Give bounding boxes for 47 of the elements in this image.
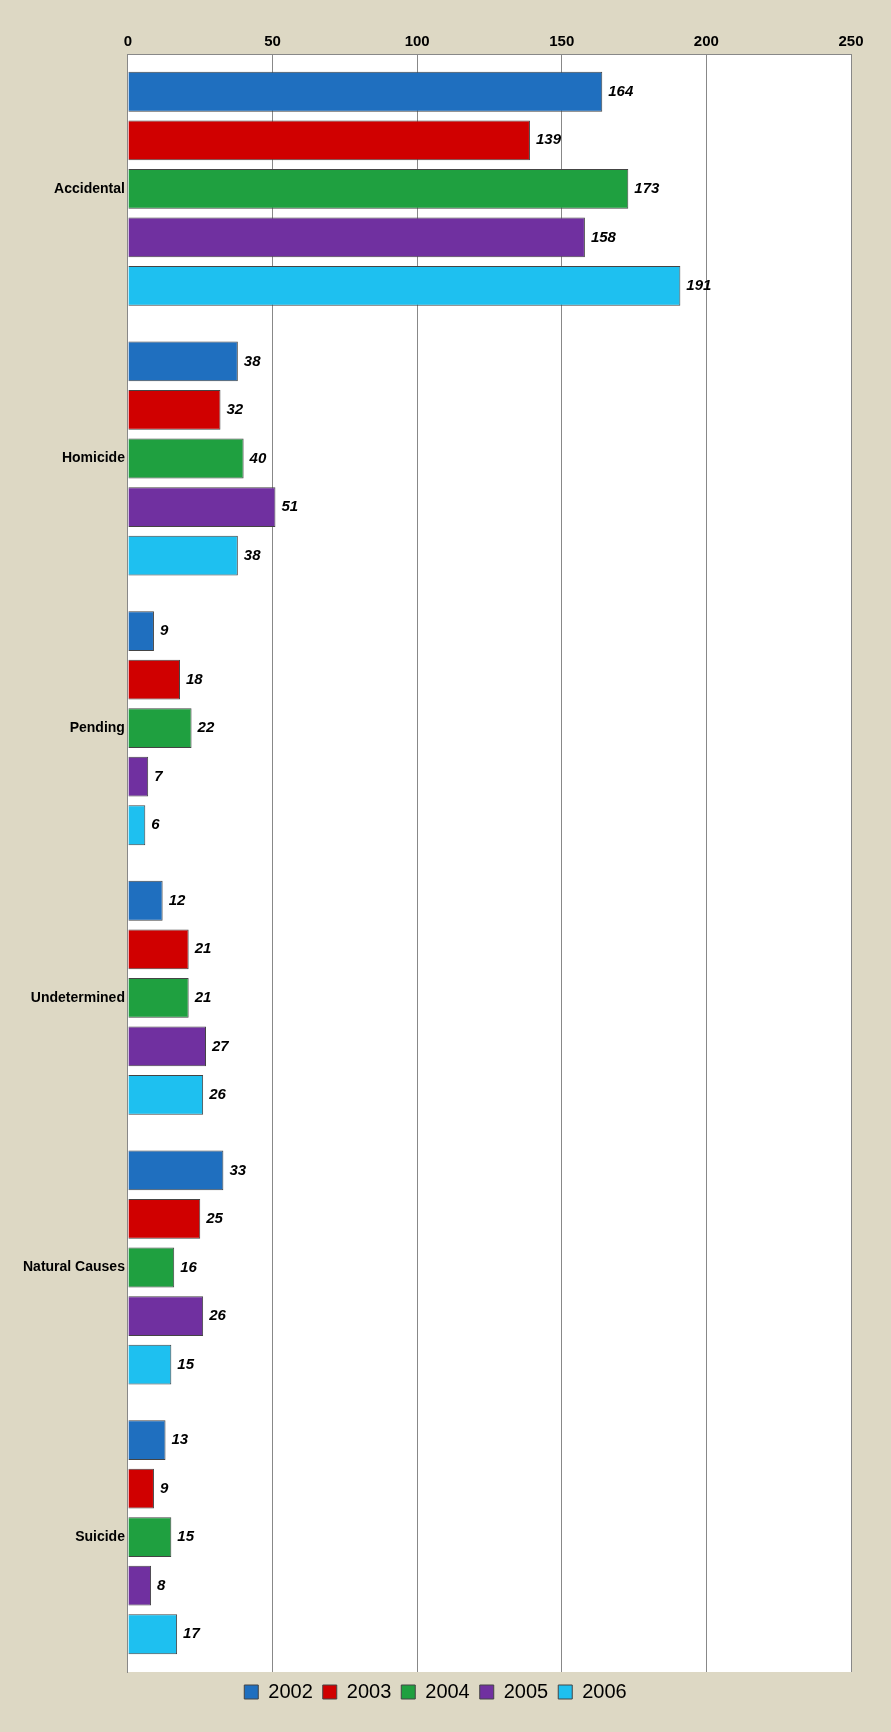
legend-label: 2005	[503, 1679, 549, 1702]
data-label: 22	[196, 718, 215, 736]
data-label: 17	[183, 1624, 201, 1642]
data-label: 32	[226, 400, 244, 418]
y-tick-label: Pending	[69, 719, 125, 736]
x-tick-label: 200	[693, 32, 719, 50]
data-label: 164	[608, 81, 634, 99]
data-label: 26	[208, 1306, 227, 1324]
data-label: 38	[243, 545, 262, 563]
legend-label: 2003	[346, 1679, 392, 1702]
data-label: 139	[535, 130, 562, 148]
legend-label: 2004	[425, 1679, 470, 1702]
data-label: 9	[159, 621, 169, 639]
data-label: 173	[634, 178, 660, 196]
x-tick-label: 250	[838, 32, 864, 50]
data-label: 15	[177, 1527, 195, 1545]
data-label: 8	[157, 1575, 167, 1593]
data-label: 51	[281, 497, 299, 515]
y-tick-label: Homicide	[61, 449, 126, 466]
y-tick-label: Undetermined	[30, 988, 125, 1005]
data-label: 33	[229, 1160, 247, 1178]
data-label: 9	[159, 1478, 169, 1496]
data-label: 7	[154, 766, 164, 784]
x-tick-label: 50	[264, 32, 281, 50]
data-label: 191	[686, 276, 712, 294]
data-label: 18	[185, 669, 204, 687]
data-label: 16	[180, 1257, 198, 1275]
data-label: 12	[168, 890, 186, 908]
y-tick-label: Accidental	[54, 179, 125, 196]
data-label: 27	[211, 1036, 230, 1054]
data-label: 21	[193, 987, 212, 1005]
data-label: 13	[171, 1430, 189, 1448]
data-label: 21	[193, 939, 212, 957]
x-tick-label: 100	[404, 32, 430, 50]
data-label: 26	[208, 1085, 227, 1103]
x-tick-label: 150	[549, 32, 575, 50]
legend-label: 2002	[268, 1679, 313, 1702]
data-label: 38	[243, 351, 262, 369]
y-tick-label: Suicide	[75, 1528, 126, 1545]
legend-label: 2006	[582, 1679, 627, 1702]
x-tick-label: 0	[123, 32, 133, 50]
data-label: 40	[248, 448, 267, 466]
y-tick-label: Natural Causes	[22, 1258, 126, 1275]
data-label: 158	[590, 227, 617, 245]
data-label: 25	[205, 1209, 224, 1227]
data-label: 6	[151, 815, 161, 833]
data-label: 15	[177, 1354, 195, 1372]
